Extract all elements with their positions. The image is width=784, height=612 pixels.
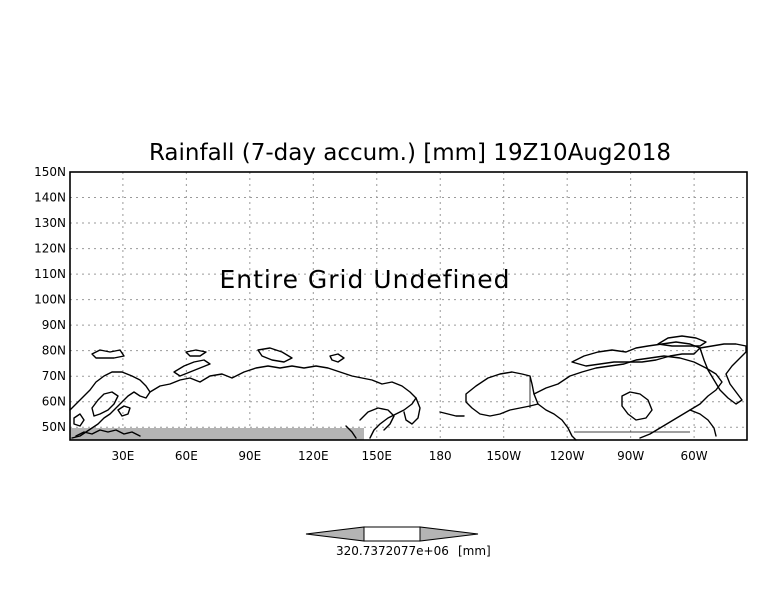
coastline-north-america-east <box>689 409 717 437</box>
coastline-okhotsk <box>359 407 395 431</box>
coastlines <box>69 335 747 441</box>
coastline-north-america-west <box>537 403 577 441</box>
coastline-severnaya-zemlya <box>257 347 293 363</box>
coastline-russia-north <box>149 365 417 439</box>
coastline-kamchatka <box>403 397 421 425</box>
coastline-japan <box>345 425 357 439</box>
coastline-baltic <box>117 405 131 417</box>
coastline-new-siberian-islands <box>329 353 345 363</box>
latitude-tick-label: 130N <box>34 216 66 230</box>
coastline-hudson-bay <box>621 391 653 421</box>
undefined-data-band <box>70 428 364 440</box>
colorbar-left-arrow <box>305 526 365 542</box>
map-title: Rainfall (7-day accum.) [mm] 19Z10Aug201… <box>149 140 671 166</box>
coastline-scandinavia <box>91 391 119 417</box>
undefined-grid-message: Entire Grid Undefined <box>219 265 510 294</box>
longitude-tick-label: 90E <box>238 449 261 463</box>
coastline-svalbard <box>91 349 125 359</box>
latitude-tick-label: 60N <box>42 395 66 409</box>
latitude-tick-label: 100N <box>34 293 66 307</box>
coastline-british-isles <box>73 413 85 427</box>
political-borders <box>529 376 690 433</box>
longitude-tick-label: 120E <box>298 449 329 463</box>
longitude-tick-label: 120W <box>550 449 585 463</box>
longitude-tick-label: 90W <box>617 449 644 463</box>
longitude-tick-label: 150W <box>486 449 521 463</box>
map-frame <box>69 171 748 441</box>
longitude-tick-label: 150E <box>362 449 393 463</box>
latitude-tick-label: 50N <box>42 420 66 434</box>
map-gridlines <box>70 171 747 440</box>
coastline-ellesmere <box>657 335 707 347</box>
coastline-greenland <box>699 343 747 405</box>
latitude-tick-label: 70N <box>42 369 66 383</box>
longitude-tick-label: 60E <box>175 449 198 463</box>
coastline-novaya-zemlya <box>173 359 211 377</box>
coastline-europe <box>69 371 151 439</box>
coastline-franz-josef <box>185 349 207 357</box>
latitude-tick-label: 90N <box>42 318 66 332</box>
longitude-tick-label: 60W <box>681 449 708 463</box>
coastline-mediterranean <box>75 429 141 437</box>
latitude-tick-label: 150N <box>34 165 66 179</box>
coastline-alaska <box>465 371 539 417</box>
colorbar-center-box <box>363 526 421 542</box>
latitude-tick-label: 120N <box>34 242 66 256</box>
colorbar-right-arrow <box>419 526 479 542</box>
latitude-tick-label: 140N <box>34 191 66 205</box>
latitude-tick-label: 110N <box>34 267 66 281</box>
colorbar-units-label: [mm] <box>458 544 491 558</box>
latitude-labels: 150N 140N 130N 120N 110N 100N 90N 80N 70N 60N 50N <box>34 165 66 434</box>
latitude-tick-label: 80N <box>42 344 66 358</box>
longitude-tick-label: 180 <box>429 449 452 463</box>
coastline-canada <box>533 355 723 439</box>
coastline-aleutians <box>439 411 465 417</box>
colorbar: 320.7372077e+06 [mm] <box>305 526 491 558</box>
longitude-tick-label: 30E <box>111 449 134 463</box>
colorbar-value-label: 320.7372077e+06 <box>336 544 449 558</box>
longitude-labels: 30E 60E 90E 120E 150E 180 150W 120W 90W 60W <box>111 449 707 463</box>
